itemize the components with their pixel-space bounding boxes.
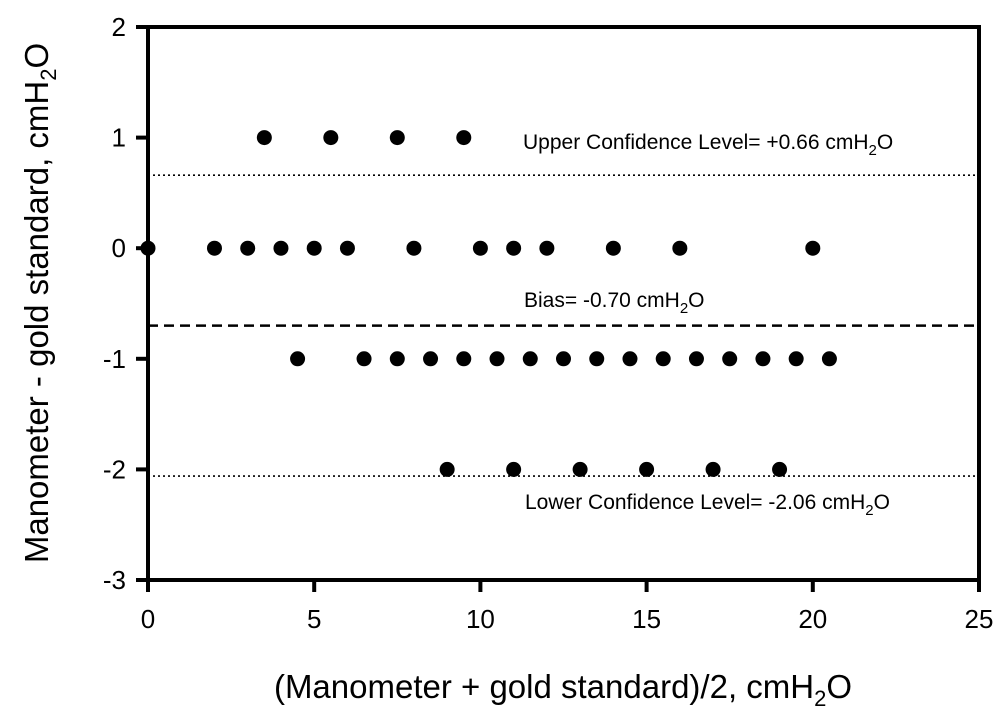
data-point	[522, 351, 538, 367]
data-point	[256, 130, 272, 146]
x-tick-label: 15	[632, 604, 661, 634]
data-point	[290, 351, 306, 367]
plot-frame	[146, 25, 981, 582]
data-point	[539, 240, 555, 256]
y-tick-label: -3	[103, 565, 126, 595]
data-point	[572, 461, 588, 477]
y-tick-label: -2	[103, 454, 126, 484]
data-point	[206, 240, 222, 256]
data-point	[805, 240, 821, 256]
data-point	[688, 351, 704, 367]
data-point	[489, 351, 505, 367]
data-point	[655, 351, 671, 367]
upper-confidence-label: Upper Confidence Level= +0.66 cmH2O	[523, 131, 893, 159]
data-point	[605, 240, 621, 256]
data-point	[389, 351, 405, 367]
data-point	[788, 351, 804, 367]
data-point	[339, 240, 355, 256]
data-point	[423, 351, 439, 367]
data-point	[273, 240, 289, 256]
data-point	[240, 240, 256, 256]
data-point	[622, 351, 638, 367]
data-point	[506, 240, 522, 256]
data-point	[639, 461, 655, 477]
x-axis-title: (Manometer + gold standard)/2, cmH2O	[274, 668, 852, 706]
x-axis-ticks: 0 5 10 15 20 25	[141, 580, 994, 634]
y-tick-label: 1	[112, 123, 126, 153]
data-point	[140, 240, 156, 256]
y-axis-ticks: 2 1 0 -1 -2 -3	[103, 12, 148, 595]
data-point	[389, 130, 405, 146]
lower-confidence-label: Lower Confidence Level= -2.06 cmH2O	[525, 491, 890, 519]
data-point	[356, 351, 372, 367]
x-tick-label: 20	[798, 604, 827, 634]
data-point	[406, 240, 422, 256]
data-point	[472, 240, 488, 256]
data-point	[589, 351, 605, 367]
data-point	[722, 351, 738, 367]
data-point	[772, 461, 788, 477]
data-point	[755, 351, 771, 367]
x-tick-label: 10	[466, 604, 495, 634]
data-point	[821, 351, 837, 367]
data-point	[323, 130, 339, 146]
y-tick-label: 0	[112, 233, 126, 263]
y-axis-title: Manometer - gold standard, cmH2O	[18, 43, 61, 563]
data-point	[506, 461, 522, 477]
bias-label: Bias= -0.70 cmH2O	[524, 289, 705, 317]
data-point	[456, 351, 472, 367]
data-point	[439, 461, 455, 477]
data-point	[456, 130, 472, 146]
x-tick-label: 0	[141, 604, 155, 634]
y-tick-label: 2	[112, 12, 126, 42]
y-tick-label: -1	[103, 344, 126, 374]
data-points	[140, 130, 837, 477]
data-point	[556, 351, 571, 367]
data-point	[705, 461, 721, 477]
data-point	[672, 240, 688, 256]
x-tick-label: 25	[965, 604, 994, 634]
data-point	[306, 240, 322, 256]
x-tick-label: 5	[307, 604, 321, 634]
